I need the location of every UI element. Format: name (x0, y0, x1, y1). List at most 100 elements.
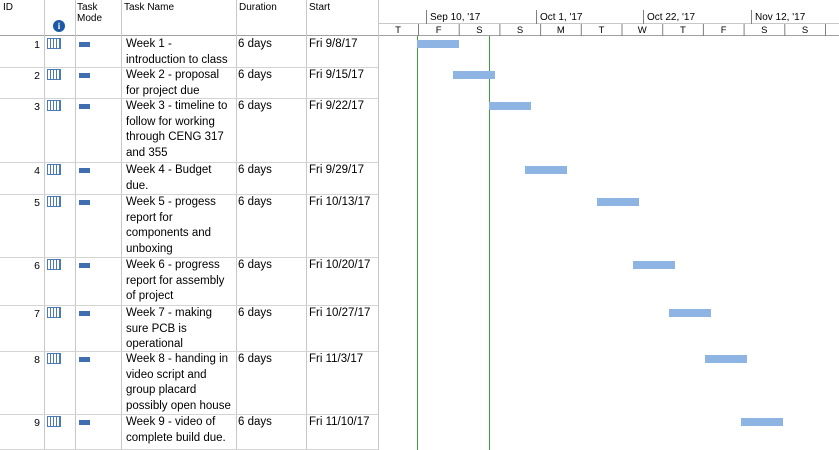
gantt-bar (417, 40, 459, 48)
column-divider (378, 0, 379, 450)
task-start: Fri 9/15/17 (309, 69, 364, 81)
gantt-bar (525, 166, 567, 174)
gantt-bar (705, 355, 747, 363)
calendar-icon (47, 38, 61, 49)
calendar-icon (47, 164, 61, 175)
timescale-minor-label: T (680, 25, 686, 36)
gantt-bar (597, 198, 639, 206)
timescale-minor-label: M (557, 25, 565, 36)
gantt-bar (453, 71, 495, 79)
task-start: Fri 10/13/17 (309, 196, 371, 208)
task-duration: 6 days (238, 259, 272, 271)
task-duration: 6 days (238, 100, 272, 112)
row-divider (0, 162, 378, 163)
task-name: Week 6 - progress report for assembly of… (126, 259, 225, 302)
column-divider (121, 0, 122, 450)
task-name: Week 1 - introduction to class (126, 38, 228, 66)
gantt-bar (741, 418, 783, 426)
task-duration: 6 days (238, 69, 272, 81)
timescale-minor-label: S (476, 25, 482, 36)
timescale-minor-label: F (436, 25, 442, 36)
timescale-major-label: Sep 10, '17 (430, 12, 481, 23)
task-mode-icon (79, 311, 90, 316)
task-duration: 6 days (238, 307, 272, 319)
task-mode-icon (79, 73, 90, 78)
task-id: 3 (34, 101, 40, 113)
column-divider (306, 0, 307, 450)
task-duration: 6 days (238, 196, 272, 208)
row-divider (0, 305, 378, 306)
task-start: Fri 9/22/17 (309, 100, 364, 112)
calendar-icon (47, 416, 61, 427)
timescale-minor-label: T (599, 25, 605, 36)
task-id: 6 (34, 260, 40, 272)
task-name: Week 8 - handing in video script and gro… (126, 353, 231, 412)
task-id: 9 (34, 417, 40, 429)
calendar-icon (47, 196, 61, 207)
timescale-minor-label: F (721, 25, 727, 36)
task-name: Week 9 - video of complete build due. (126, 416, 226, 444)
calendar-icon (47, 353, 61, 364)
task-name: Week 3 - timeline to follow for working … (126, 100, 228, 159)
timescale-minor-label: T (395, 25, 401, 36)
task-name: Week 5 - progess report for components a… (126, 196, 216, 255)
timescale-minor-label: S (761, 25, 767, 36)
task-id: 7 (34, 308, 40, 320)
calendar-icon (47, 307, 61, 318)
row-divider (0, 257, 378, 258)
header-task-mode: Task Mode (77, 2, 103, 24)
header-start: Start (309, 2, 331, 13)
column-divider (236, 0, 237, 450)
task-id: 1 (34, 39, 40, 51)
task-start: Fri 10/27/17 (309, 307, 371, 319)
task-id: 2 (34, 70, 40, 82)
timescale-major-label: Oct 1, '17 (540, 12, 583, 23)
column-divider (75, 0, 76, 450)
task-start: Fri 11/3/17 (309, 353, 364, 365)
timescale-minor-label: W (638, 25, 647, 36)
row-divider (0, 67, 378, 68)
task-name: Week 2 - proposal for project due (126, 69, 220, 97)
task-id: 4 (34, 165, 40, 177)
row-divider (0, 351, 378, 352)
task-start: Fri 11/10/17 (309, 416, 370, 428)
header-task-name: Task Name (124, 2, 175, 13)
task-mode-icon (79, 200, 90, 205)
task-duration: 6 days (238, 164, 272, 176)
task-mode-icon (79, 263, 90, 268)
calendar-icon (47, 69, 61, 80)
task-duration: 6 days (238, 38, 272, 50)
task-id: 5 (34, 197, 40, 209)
task-mode-icon (79, 104, 90, 109)
gantt-bar (489, 102, 531, 110)
calendar-icon (47, 100, 61, 111)
task-mode-icon (79, 42, 90, 47)
timescale-minor-label: S (517, 25, 523, 36)
task-start: Fri 10/20/17 (309, 259, 371, 271)
timescale-major-label: Oct 22, '17 (647, 12, 695, 23)
task-start: Fri 9/8/17 (309, 38, 358, 50)
timescale-major-label: Nov 12, '17 (755, 12, 806, 23)
timescale-minor-label: S (802, 25, 808, 36)
task-name: Week 4 - Budget due. (126, 164, 212, 192)
row-divider (0, 414, 378, 415)
task-id: 8 (34, 354, 40, 366)
task-duration: 6 days (238, 416, 272, 428)
row-divider (0, 98, 378, 99)
task-mode-icon (79, 420, 90, 425)
row-divider (0, 194, 378, 195)
task-mode-icon (79, 168, 90, 173)
task-mode-icon (79, 357, 90, 362)
gantt-bar (669, 309, 711, 317)
task-name: Week 7 - making sure PCB is operational (126, 307, 213, 350)
header-id: ID (3, 2, 13, 13)
calendar-icon (47, 259, 61, 270)
header-duration: Duration (239, 2, 277, 13)
task-duration: 6 days (238, 353, 272, 365)
gantt-bar (633, 261, 675, 269)
info-icon: i (53, 20, 65, 32)
column-divider (44, 0, 45, 450)
task-start: Fri 9/29/17 (309, 164, 364, 176)
